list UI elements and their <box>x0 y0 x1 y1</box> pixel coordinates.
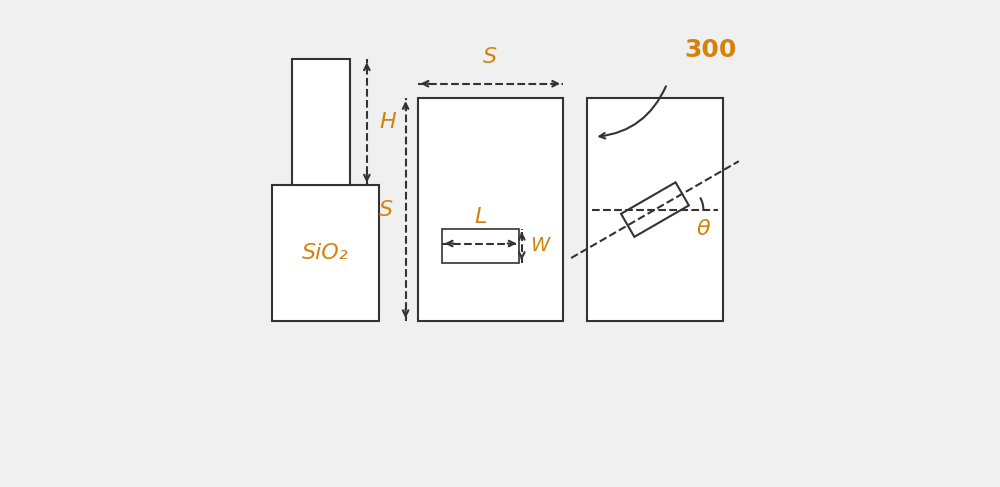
Text: 300: 300 <box>684 38 736 62</box>
FancyBboxPatch shape <box>272 186 379 321</box>
Text: L: L <box>474 206 487 226</box>
Text: θ: θ <box>697 219 710 239</box>
FancyBboxPatch shape <box>587 98 723 321</box>
FancyBboxPatch shape <box>292 59 350 186</box>
Text: SiO₂: SiO₂ <box>302 243 349 263</box>
Text: S: S <box>379 200 393 220</box>
Bar <box>621 182 689 237</box>
FancyBboxPatch shape <box>418 98 563 321</box>
Text: H: H <box>379 112 396 132</box>
Text: W: W <box>531 236 550 255</box>
Text: S: S <box>483 47 497 67</box>
FancyBboxPatch shape <box>442 229 519 263</box>
